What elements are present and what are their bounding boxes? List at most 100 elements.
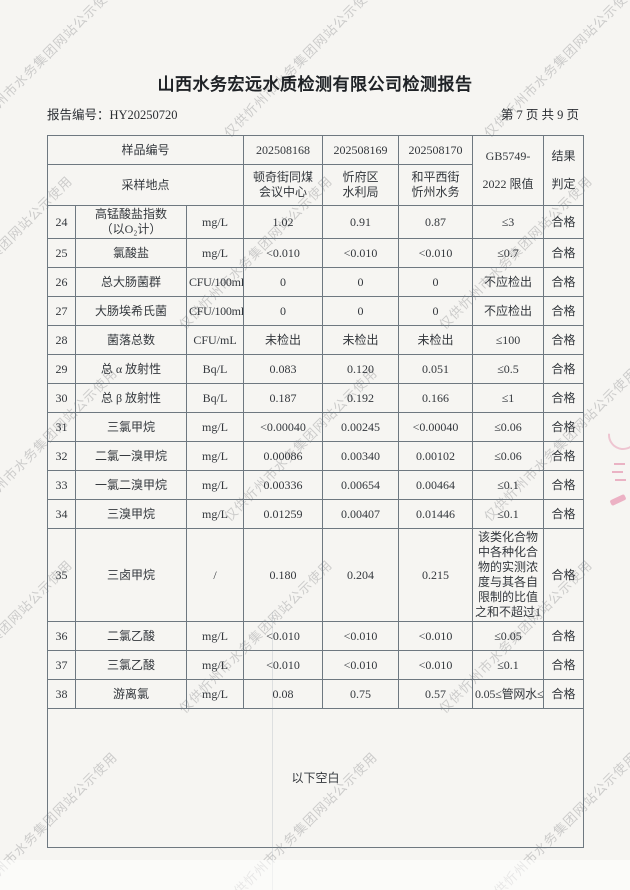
value-cell: <0.010 [322,238,399,268]
unit-cell: Bq/L [186,383,244,413]
value-cell: 0.192 [322,383,399,413]
result-cell: 合格 [543,267,584,297]
table-head: 样品编号 202508168 202508169 202508170 GB574… [47,135,584,206]
value-cell: 0.204 [322,528,399,622]
result-header-line1: 结果 [551,149,576,163]
parameter-name-cell: 二氯一溴甲烷 [75,441,187,471]
unit-cell: mg/L [186,470,244,500]
limit-cell: ≤0.1 [472,650,544,680]
results-table: 样品编号 202508168 202508169 202508170 GB574… [47,135,584,848]
limit-header-line1: GB5749- [485,149,531,163]
limit-header: GB5749- 2022 限值 [472,135,544,206]
row-number-cell: 37 [47,650,76,680]
result-cell: 合格 [543,238,584,268]
value-cell: 0.08 [243,679,323,709]
table-row: 32 二氯一溴甲烷 mg/L 0.00086 0.00340 0.00102 ≤0.06 合格 [47,441,584,471]
limit-cell: 该类化合物中各种化合物的实测浓度与其各自限制的比值之和不超过1 [472,528,544,622]
table-row: 37 三氯乙酸 mg/L <0.010 <0.010 <0.010 ≤0.1 合格 [47,650,584,680]
value-cell: 0 [322,267,399,297]
value-cell: <0.010 [322,621,399,651]
unit-cell: mg/L [186,621,244,651]
value-cell: 0.00654 [322,470,399,500]
unit-cell: Bq/L [186,354,244,384]
value-cell: <0.010 [398,621,473,651]
table-body: 24 高锰酸盐指数 （以O₂计） mg/L 1.02 0.91 0.87 ≤3 合格 25 氯酸盐… [47,205,584,848]
table-row: 35 三卤甲烷/0.180 0.204 0.215 该类化合物中各种化合物的实测浓度与其… [47,528,584,622]
unit-cell: mg/L [186,238,244,268]
value-cell: 0.00336 [243,470,323,500]
parameter-name-cell: 三氯甲烷 [75,412,187,442]
table-row: 26 总大肠菌群 CFU/100mL 0 0 0 不应检出 合格 [47,267,584,297]
result-cell: 合格 [543,205,584,239]
value-cell: 未检出 [322,325,399,355]
table-row: 28 菌落总数 CFU/mL 未检出 未检出 未检出 ≤100 合格 [47,325,584,355]
value-cell: 0.91 [322,205,399,239]
table-row: 36 二氯乙酸 mg/L <0.010 <0.010 <0.010 ≤0.05 合格 [47,621,584,651]
table-row: 29 总 α 放射性 Bq/L 0.083 0.120 0.051 ≤0.5 合格 [47,354,584,384]
row-number-cell: 31 [47,412,76,442]
seal-fragment-stroke [612,471,623,473]
sample-site: 忻府区 水利局 [322,164,399,206]
result-header-line2: 判定 [551,177,576,191]
header-row-sample-sites: 采样地点 顿奇街同煤 会议中心 忻府区 水利局 和平西街 忻州水务 [47,164,584,206]
unit-cell: mg/L [186,679,244,709]
sample-site: 顿奇街同煤 会议中心 [243,164,323,206]
value-cell: 0 [322,296,399,326]
table-row: 34 三溴甲烷 mg/L 0.01259 0.00407 0.01446 ≤0.1 合格 [47,499,584,529]
unit-cell: / [186,528,244,622]
value-cell: <0.010 [322,650,399,680]
value-cell: 0.00464 [398,470,473,500]
result-cell: 合格 [543,383,584,413]
limit-cell: ≤0.5 [472,354,544,384]
value-cell: 1.02 [243,205,323,239]
parameter-name-cell: 总 α 放射性 [75,354,187,384]
unit-cell: mg/L [186,205,244,239]
parameter-name-cell: 总 β 放射性 [75,383,187,413]
result-cell: 合格 [543,679,584,709]
row-number-cell: 25 [47,238,76,268]
sample-id: 202508170 [398,135,473,165]
unit-cell: CFU/100mL [186,267,244,297]
result-cell: 合格 [543,499,584,529]
value-cell: 0.166 [398,383,473,413]
value-cell: 0.00407 [322,499,399,529]
result-cell: 合格 [543,412,584,442]
value-cell: 0.57 [398,679,473,709]
table-row: 24 高锰酸盐指数 （以O₂计） mg/L 1.02 0.91 0.87 ≤3 合格 [47,205,584,239]
value-cell: 0.051 [398,354,473,384]
value-cell: 0.75 [322,679,399,709]
report-title: 山西水务宏远水质检测有限公司检测报告 [157,75,473,94]
limit-cell: ≤100 [472,325,544,355]
value-cell: 0.01259 [243,499,323,529]
value-cell: 0 [398,267,473,297]
row-number-cell: 36 [47,621,76,651]
parameter-name-cell: 三卤甲烷 [75,528,187,622]
seal-fragment-stroke [614,463,625,465]
sample-id: 202508168 [243,135,323,165]
value-cell: <0.010 [398,650,473,680]
result-cell: 合格 [543,470,584,500]
unit-cell: CFU/mL [186,325,244,355]
blank-note-cell: 以下空白 [47,708,584,848]
table-row: 38 游离氯 mg/L 0.08 0.75 0.57 0.05≤管网水≤2 合格 [47,679,584,709]
value-cell: <0.00040 [398,412,473,442]
row-number-cell: 30 [47,383,76,413]
limit-cell: ≤0.06 [472,412,544,442]
sample-id: 202508169 [322,135,399,165]
table-row: 31 三氯甲烷 mg/L <0.00040 0.00245 <0.00040 ≤0.06 合格 [47,412,584,442]
value-cell: 0.00245 [322,412,399,442]
sample-site-label: 采样地点 [47,164,244,206]
parameter-name-cell: 三氯乙酸 [75,650,187,680]
sample-no-label: 样品编号 [47,135,244,165]
scan-fold-line [272,612,273,890]
row-number-cell: 34 [47,499,76,529]
value-cell: 0.01446 [398,499,473,529]
limit-cell: ≤1 [472,383,544,413]
row-number-cell: 27 [47,296,76,326]
parameter-name-cell: 大肠埃希氏菌 [75,296,187,326]
parameter-name-cell: 高锰酸盐指数 （以O₂计） [75,205,187,239]
parameter-name-cell: 氯酸盐 [75,238,187,268]
row-number-cell: 32 [47,441,76,471]
value-cell: <0.00040 [243,412,323,442]
row-number-cell: 29 [47,354,76,384]
